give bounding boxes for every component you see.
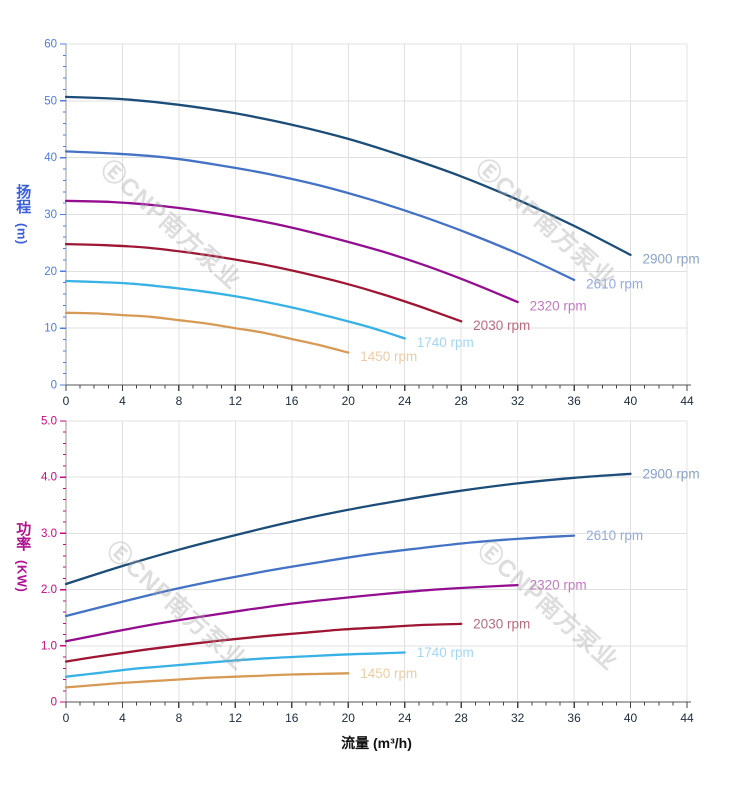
power-axis-unit: (KW) (14, 560, 30, 593)
y-tick-label: 0 (51, 697, 57, 709)
y-tick-label: 5.0 (41, 416, 57, 428)
x-tick-label: 40 (624, 394, 638, 408)
power-axis-title: 功率 (KW) (10, 521, 34, 592)
y-tick-label: 50 (44, 95, 57, 107)
y-tick-label: 40 (44, 152, 57, 164)
power-curve-2320-rpm (64, 583, 519, 643)
flow-axis-title: 流量 (m³/h) (341, 735, 412, 751)
head-curve-2610-rpm (64, 150, 576, 282)
power-curve-label-2610-rpm: 2610 rpm (586, 528, 643, 543)
y-tick-label: 1.0 (41, 640, 57, 652)
head-curve-2030-rpm (64, 242, 463, 323)
power-curve-label-2900-rpm: 2900 rpm (643, 466, 700, 481)
power-curve-2610-rpm (64, 534, 576, 618)
x-tick-label: 28 (455, 711, 469, 725)
x-tick-label: 0 (63, 711, 70, 725)
x-tick-label: 24 (398, 711, 412, 725)
y-tick-label: 20 (44, 266, 57, 278)
power-curve-label-2320-rpm: 2320 rpm (530, 578, 587, 593)
head-axis-unit: (m) (14, 223, 30, 245)
head-curve-label-2610-rpm: 2610 rpm (586, 276, 643, 291)
y-tick-label: 2.0 (41, 584, 57, 596)
x-tick-label: 36 (567, 394, 581, 408)
x-tick-label: 40 (624, 711, 638, 725)
power-curve-1450-rpm (64, 672, 350, 689)
x-tick-label: 4 (119, 711, 126, 725)
y-tick-label: 30 (44, 209, 57, 221)
x-tick-label: 8 (176, 711, 183, 725)
y-tick-label: 60 (44, 39, 57, 51)
x-tick-label: 4 (119, 394, 126, 408)
head-curve-label-1740-rpm: 1740 rpm (417, 335, 474, 350)
head-axis-title: 扬程 (m) (10, 184, 34, 245)
y-tick-label: 4.0 (41, 472, 57, 484)
x-tick-label: 36 (567, 711, 581, 725)
x-tick-label: 28 (455, 394, 469, 408)
x-tick-label: 16 (285, 394, 299, 408)
head-axis-title-text: 扬程 (14, 184, 32, 214)
x-tick-label: 8 (176, 394, 183, 408)
x-tick-label: 44 (680, 711, 694, 725)
power-curve-2030-rpm (64, 622, 463, 663)
head-curve-2900-rpm (64, 95, 632, 257)
power-curve-2900-rpm (64, 472, 632, 586)
power-curve-label-2030-rpm: 2030 rpm (473, 616, 530, 631)
head-curve-label-2900-rpm: 2900 rpm (643, 251, 700, 266)
power-axis-title-text: 功率 (14, 521, 32, 551)
x-tick-label: 12 (229, 394, 243, 408)
y-tick-label: 10 (44, 323, 57, 335)
x-tick-label: 32 (511, 394, 525, 408)
x-tick-label: 16 (285, 711, 299, 725)
x-tick-label: 44 (680, 394, 694, 408)
head-curve-label-2320-rpm: 2320 rpm (530, 299, 587, 314)
x-tick-label: 24 (398, 394, 412, 408)
head-curve-1450-rpm (64, 311, 350, 354)
x-tick-label: 20 (342, 394, 356, 408)
head-curve-label-1450-rpm: 1450 rpm (360, 349, 417, 364)
x-tick-label: 20 (342, 711, 356, 725)
power-curve-label-1740-rpm: 1740 rpm (417, 645, 474, 660)
power-curve-1740-rpm (64, 651, 406, 678)
head-curve-2320-rpm (64, 199, 519, 304)
x-tick-label: 0 (63, 394, 70, 408)
head-curve-1740-rpm (64, 279, 406, 340)
x-tick-label: 32 (511, 711, 525, 725)
power-curve-label-1450-rpm: 1450 rpm (360, 666, 417, 681)
x-tick-label: 12 (229, 711, 243, 725)
y-tick-label: 3.0 (41, 528, 57, 540)
head-curve-label-2030-rpm: 2030 rpm (473, 318, 530, 333)
y-tick-label: 0 (51, 380, 57, 392)
